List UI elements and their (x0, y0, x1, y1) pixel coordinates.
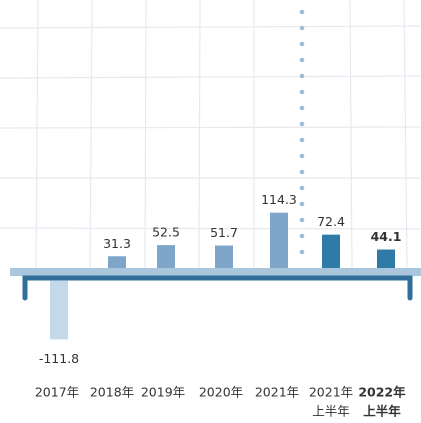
axis-line (22, 275, 413, 301)
x-tick-label: 2021年 (255, 385, 299, 400)
x-tick-label: 2019年 (141, 385, 185, 400)
axis-band (10, 268, 421, 276)
value-label: 72.4 (317, 214, 345, 229)
x-tick-label: 2020年 (199, 385, 243, 400)
x-tick-label: 2022年 (358, 385, 406, 400)
divider-dots (299, 9, 305, 255)
background-grid (0, 0, 421, 271)
bar (157, 245, 175, 273)
x-tick-label: 上半年 (363, 404, 401, 419)
bar (377, 249, 395, 273)
value-label: -111.8 (39, 351, 79, 366)
x-tick-label: 2017年 (35, 385, 79, 400)
value-label: 31.3 (103, 236, 131, 251)
x-tick-label: 2021年 (309, 385, 353, 400)
bar (215, 245, 233, 273)
value-label: 44.1 (371, 229, 402, 244)
value-label: 51.7 (210, 225, 238, 240)
bar (50, 280, 68, 340)
value-label: 114.3 (261, 192, 297, 207)
bar (270, 212, 288, 273)
x-tick-label: 2018年 (90, 385, 134, 400)
bars (50, 212, 395, 340)
bar (322, 234, 340, 273)
value-label: 52.5 (152, 225, 180, 240)
x-tick-label: 上半年 (312, 404, 350, 419)
